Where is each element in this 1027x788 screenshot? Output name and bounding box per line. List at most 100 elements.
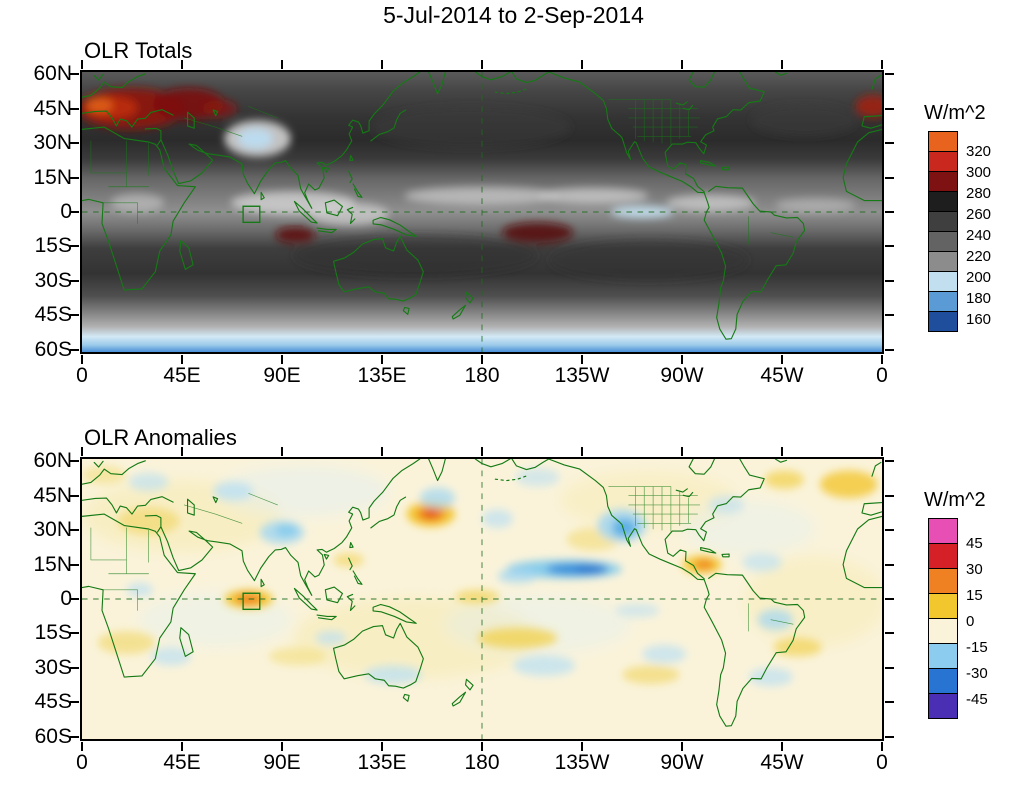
axis-tick	[281, 742, 283, 751]
axis-tick	[885, 211, 894, 213]
colorbar-units-label-anomalies: W/m^2	[924, 489, 986, 511]
colorbar-tick-label: 280	[966, 185, 992, 202]
axis-tick	[70, 279, 79, 282]
map-olr-totals: 60N 45N 30N 15N 0 15S 30S 45S 60S 0 45E 90E 135E 180 1…	[33, 60, 894, 387]
lat-tick-label: 45N	[33, 483, 72, 507]
axis-tick	[70, 494, 79, 497]
lat-tick-label: 60S	[34, 337, 72, 361]
panel-title-anomalies: OLR Anomalies	[84, 425, 237, 450]
axis-tick	[381, 60, 383, 69]
axis-tick	[885, 632, 894, 635]
colorbar-tick-label: 15	[966, 587, 983, 604]
colorbar-olr-totals: 320 300 280 260 240 220 200 180 160	[928, 131, 991, 332]
lat-tick-label: 45S	[34, 690, 72, 714]
axis-tick	[281, 355, 283, 364]
axis-tick	[881, 60, 883, 69]
colorbar-olr-anomalies: 45 30 15 0 -15 -30 -45	[928, 518, 988, 719]
axis-tick	[581, 60, 583, 69]
axis-tick	[70, 211, 79, 213]
colorbar-cell	[928, 271, 958, 292]
lon-tick-label: 90E	[263, 751, 301, 774]
colorbar-cell	[928, 211, 958, 232]
axis-tick	[885, 460, 894, 463]
lon-tick-label: 0	[876, 751, 888, 774]
axis-tick	[70, 666, 79, 669]
axis-tick	[885, 314, 894, 317]
axis-tick	[885, 176, 894, 179]
colorbar-cell	[928, 643, 958, 669]
colorbar-cell	[928, 131, 958, 152]
lat-tick-label: 45N	[33, 96, 72, 120]
colorbar-tick-label: 180	[966, 290, 992, 307]
panel-title-totals: OLR Totals	[84, 38, 193, 63]
colorbar-cell	[928, 291, 958, 312]
lat-tick-label: 15S	[34, 621, 72, 645]
axis-tick	[885, 563, 894, 566]
colorbar-tick-label: 240	[966, 227, 992, 244]
axis-tick	[281, 447, 283, 456]
axis-tick	[181, 447, 183, 456]
colorbar-tick-label: -15	[966, 639, 988, 656]
axis-tick	[885, 529, 894, 532]
colorbar-tick-label: 45	[966, 535, 983, 552]
axis-tick	[885, 245, 894, 248]
olr-anomalies-contours	[82, 459, 882, 739]
lat-tick-label: 15S	[34, 234, 72, 258]
axis-tick	[681, 60, 683, 69]
panel-olr-totals: OLR Totals	[0, 38, 1027, 424]
lat-tick-label: 30N	[33, 131, 72, 155]
axis-tick	[70, 563, 79, 566]
colorbar-tick-label: -30	[966, 665, 988, 682]
axis-tick	[581, 447, 583, 456]
lon-tick-label: 45E	[163, 364, 201, 387]
axis-tick	[381, 742, 383, 751]
lon-tick-label: 180	[464, 364, 500, 387]
axis-tick	[781, 742, 783, 751]
colorbar-cell	[928, 518, 958, 544]
lon-tick-label: 135E	[357, 751, 407, 774]
axis-tick	[885, 142, 894, 145]
lon-tick-label: 0	[76, 364, 88, 387]
lon-tick-label: 90W	[660, 751, 704, 774]
lat-tick-label: 0	[60, 200, 72, 223]
colorbar-tick-label: 220	[966, 248, 992, 265]
colorbar-cell	[928, 251, 958, 272]
axis-tick	[885, 348, 894, 351]
lat-tick-label: 15N	[33, 165, 72, 189]
axis-tick	[481, 60, 483, 69]
colorbar-cell	[928, 231, 958, 252]
lon-tick-label: 90W	[660, 364, 704, 387]
lat-tick-label: 30S	[34, 655, 72, 679]
lat-tick-label: 60S	[34, 724, 72, 748]
axis-tick	[70, 107, 79, 110]
colorbar-tick-label: 200	[966, 269, 992, 286]
axis-tick	[681, 742, 683, 751]
axis-tick	[181, 355, 183, 364]
axis-tick	[70, 701, 79, 704]
colorbar-units-label-totals: W/m^2	[924, 102, 986, 124]
axis-tick	[381, 355, 383, 364]
axis-tick	[885, 598, 894, 600]
colorbar-tick-label: -45	[966, 691, 988, 708]
axis-tick	[70, 348, 79, 351]
lon-tick-label: 45E	[163, 751, 201, 774]
axis-tick	[81, 60, 83, 69]
axis-tick	[581, 742, 583, 751]
lat-tick-label: 15N	[33, 552, 72, 576]
axis-tick	[885, 73, 894, 76]
index-region-box	[242, 592, 261, 611]
lat-tick-label: 60N	[33, 62, 72, 86]
axis-tick	[885, 666, 894, 669]
olr-totals-contours	[82, 72, 882, 352]
axis-tick	[885, 494, 894, 497]
colorbar-tick-label: 30	[966, 561, 983, 578]
axis-tick	[70, 460, 79, 463]
axis-tick	[481, 355, 483, 364]
lat-tick-label: 30S	[34, 268, 72, 292]
axis-tick	[781, 355, 783, 364]
lat-tick-label: 60N	[33, 449, 72, 473]
colorbar-cell	[928, 593, 958, 619]
colorbar-tick-label: 300	[966, 164, 992, 181]
axis-tick	[70, 73, 79, 76]
